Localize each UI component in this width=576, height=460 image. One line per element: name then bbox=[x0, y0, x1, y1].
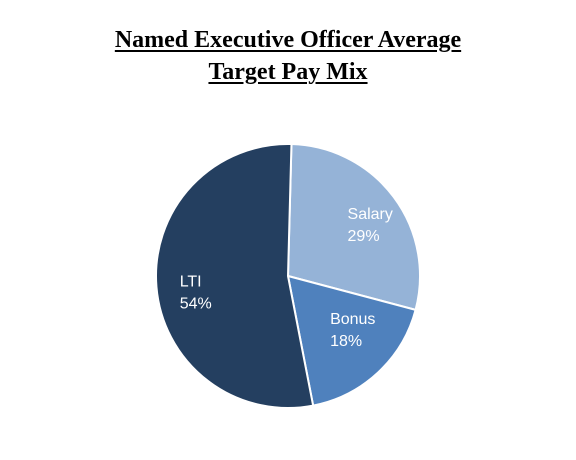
slice-value-salary: 29% bbox=[348, 228, 380, 245]
slice-value-lti: 54% bbox=[180, 295, 212, 312]
slice-label-lti: LTI bbox=[180, 273, 202, 290]
slice-value-bonus: 18% bbox=[330, 333, 362, 350]
chart-title-line-1: Named Executive Officer Average bbox=[114, 27, 462, 53]
pie-slice-lti bbox=[155, 143, 315, 409]
slice-label-bonus: Bonus bbox=[330, 311, 375, 328]
slice-label-salary: Salary bbox=[348, 206, 393, 223]
chart-title-line-2: Target Pay Mix bbox=[208, 59, 368, 85]
chart-title: Named Executive Officer Average Target P… bbox=[0, 24, 576, 88]
pie-slice-bonus bbox=[286, 274, 417, 407]
pie-slice-salary bbox=[286, 143, 421, 312]
